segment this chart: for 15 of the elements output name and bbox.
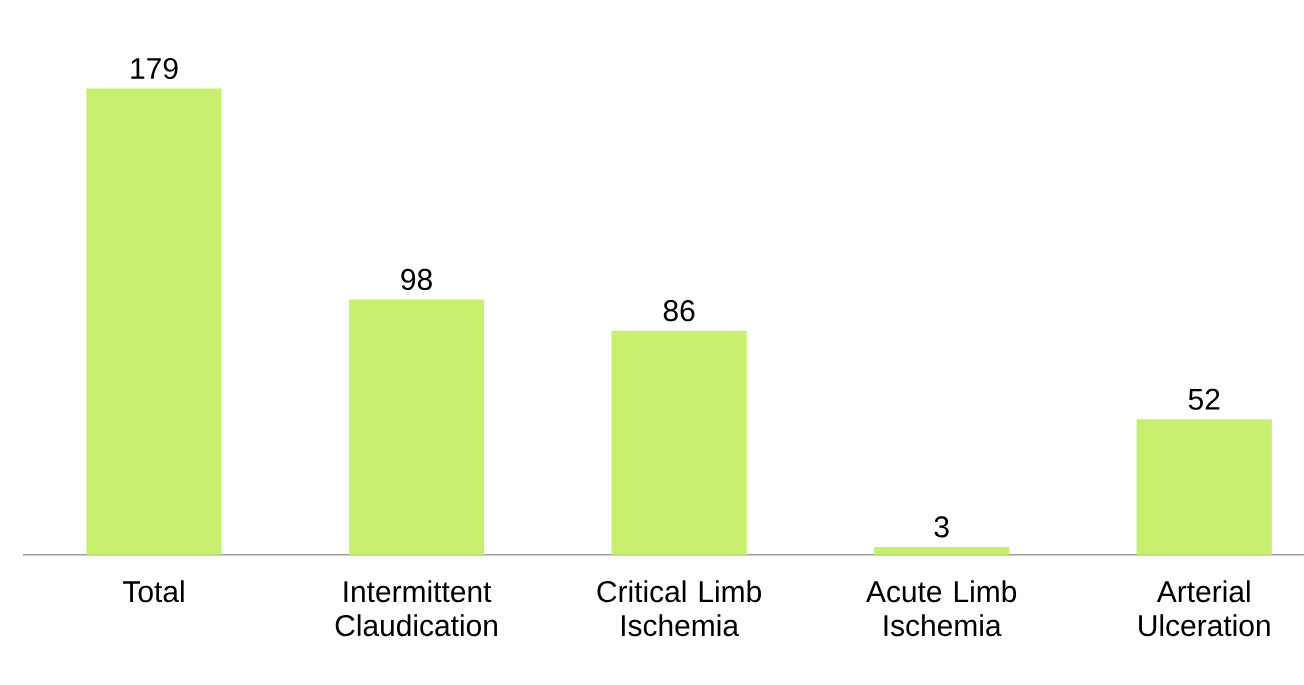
x-tick-label: Arterial Ulceration: [1139, 580, 1270, 637]
x-tick-label: Acute Limb Ischemia: [866, 580, 1017, 637]
x-tick-label: Intermittent Claudication: [335, 580, 497, 637]
bar: [874, 547, 1010, 556]
x-tick-label: Total: [123, 580, 184, 603]
data-label: 52: [1188, 388, 1220, 411]
data-label: 86: [663, 300, 695, 322]
bar: [348, 299, 485, 556]
bar: [86, 88, 222, 556]
data-label: 179: [131, 58, 178, 80]
data-label: 3: [934, 516, 949, 538]
bar: [1136, 419, 1272, 556]
data-label: 98: [401, 269, 432, 291]
bar: [611, 331, 747, 556]
x-tick-label: Critical Limb Ischemia: [597, 580, 761, 637]
